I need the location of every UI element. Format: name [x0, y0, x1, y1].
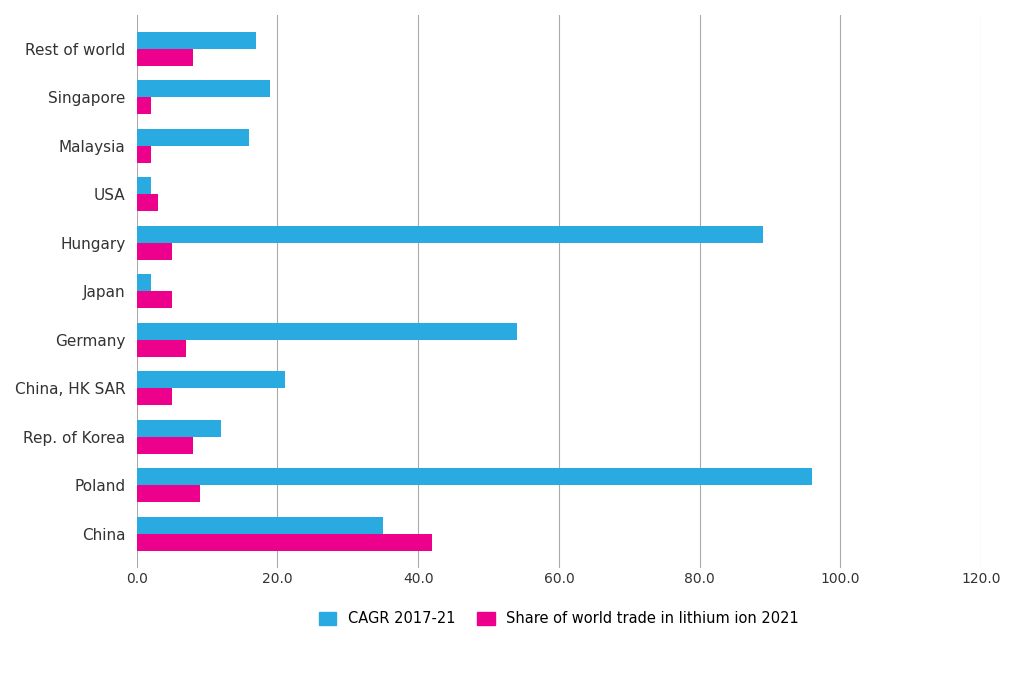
Bar — [137, 146, 150, 163]
Bar — [137, 275, 150, 291]
Bar — [137, 534, 433, 551]
Bar — [137, 49, 193, 66]
Bar — [137, 129, 249, 146]
Bar — [137, 469, 813, 485]
Bar — [137, 226, 763, 243]
Legend: CAGR 2017-21, Share of world trade in lithium ion 2021: CAGR 2017-21, Share of world trade in li… — [313, 606, 805, 632]
Bar — [137, 516, 383, 534]
Bar — [137, 371, 284, 388]
Bar — [137, 97, 150, 114]
Bar — [137, 340, 186, 357]
Bar — [137, 243, 172, 260]
Bar — [137, 291, 172, 308]
Bar — [137, 323, 517, 340]
Bar — [137, 177, 150, 195]
Bar — [137, 437, 193, 453]
Bar — [137, 32, 256, 49]
Bar — [137, 388, 172, 406]
Bar — [137, 485, 200, 502]
Bar — [137, 420, 221, 437]
Bar — [137, 80, 270, 97]
Bar — [137, 195, 157, 212]
